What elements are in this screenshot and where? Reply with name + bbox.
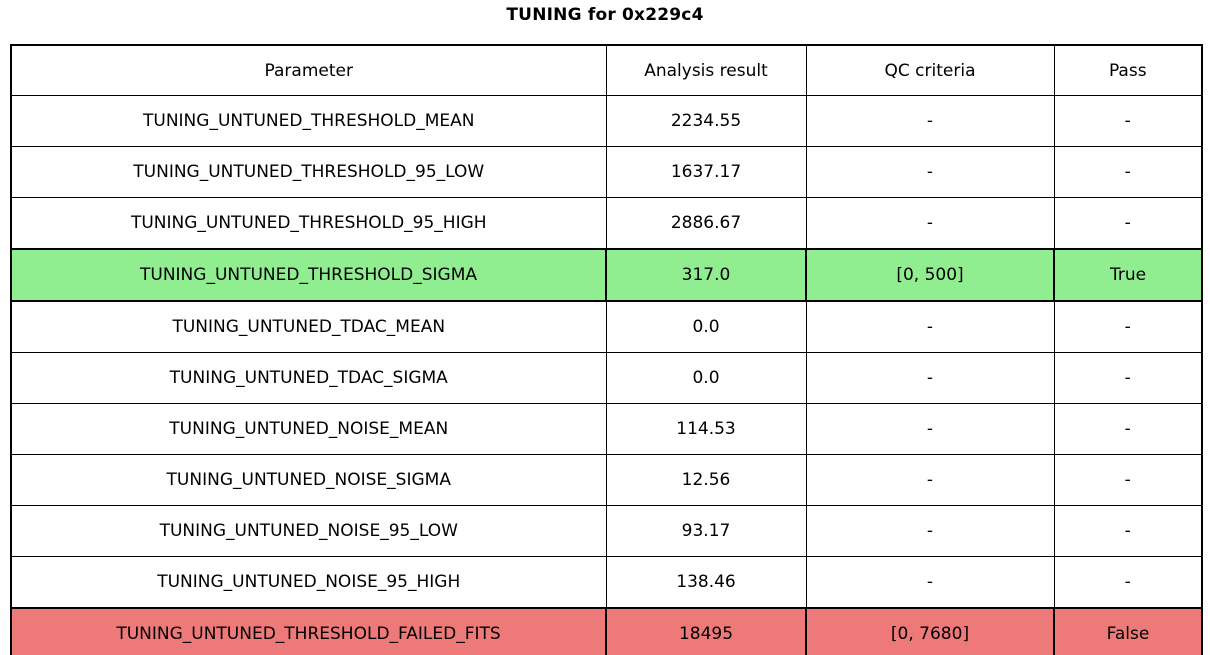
analysis-result-cell: 114.53 <box>605 403 807 455</box>
qc-criteria-cell: - <box>805 300 1055 353</box>
table-row: TUNING_UNTUNED_THRESHOLD_MEAN 2234.55 - … <box>10 95 1203 147</box>
qc-criteria-cell: - <box>805 146 1055 198</box>
pass-cell: - <box>1053 403 1203 455</box>
pass-cell: - <box>1053 556 1203 609</box>
table-row: TUNING_UNTUNED_NOISE_SIGMA 12.56 - - <box>10 454 1203 506</box>
pass-cell: - <box>1053 300 1203 353</box>
parameter-cell: TUNING_UNTUNED_TDAC_SIGMA <box>10 352 607 404</box>
parameter-cell: TUNING_UNTUNED_THRESHOLD_FAILED_FITS <box>10 607 607 655</box>
parameter-cell: TUNING_UNTUNED_TDAC_MEAN <box>10 300 607 353</box>
qc-criteria-cell: [0, 7680] <box>805 607 1055 655</box>
qc-criteria-cell: - <box>805 505 1055 557</box>
pass-cell: - <box>1053 505 1203 557</box>
parameter-cell: TUNING_UNTUNED_NOISE_95_HIGH <box>10 556 607 609</box>
table-row: TUNING_UNTUNED_NOISE_MEAN 114.53 - - <box>10 403 1203 455</box>
column-header-analysis-result: Analysis result <box>605 44 807 96</box>
analysis-result-cell: 0.0 <box>605 300 807 353</box>
pass-cell: - <box>1053 454 1203 506</box>
parameter-cell: TUNING_UNTUNED_THRESHOLD_MEAN <box>10 95 607 147</box>
qc-results-table: Parameter Analysis result QC criteria Pa… <box>10 44 1203 655</box>
qc-criteria-cell: - <box>805 454 1055 506</box>
analysis-result-cell: 138.46 <box>605 556 807 609</box>
pass-cell: - <box>1053 352 1203 404</box>
pass-cell: - <box>1053 197 1203 250</box>
analysis-result-cell: 12.56 <box>605 454 807 506</box>
table-row-pass-highlight: TUNING_UNTUNED_THRESHOLD_SIGMA 317.0 [0,… <box>10 248 1203 302</box>
table-row-fail-highlight: TUNING_UNTUNED_THRESHOLD_FAILED_FITS 184… <box>10 607 1203 655</box>
table-row: TUNING_UNTUNED_TDAC_SIGMA 0.0 - - <box>10 352 1203 404</box>
parameter-cell: TUNING_UNTUNED_NOISE_95_LOW <box>10 505 607 557</box>
pass-cell: True <box>1053 248 1203 302</box>
parameter-cell: TUNING_UNTUNED_THRESHOLD_95_LOW <box>10 146 607 198</box>
analysis-result-cell: 0.0 <box>605 352 807 404</box>
analysis-result-cell: 317.0 <box>605 248 807 302</box>
qc-criteria-cell: [0, 500] <box>805 248 1055 302</box>
column-header-pass: Pass <box>1053 44 1203 96</box>
parameter-cell: TUNING_UNTUNED_THRESHOLD_SIGMA <box>10 248 607 302</box>
analysis-result-cell: 2234.55 <box>605 95 807 147</box>
analysis-result-cell: 18495 <box>605 607 807 655</box>
qc-criteria-cell: - <box>805 197 1055 250</box>
table-row: TUNING_UNTUNED_TDAC_MEAN 0.0 - - <box>10 300 1203 353</box>
table-row: TUNING_UNTUNED_THRESHOLD_95_LOW 1637.17 … <box>10 146 1203 198</box>
column-header-qc-criteria: QC criteria <box>805 44 1055 96</box>
parameter-cell: TUNING_UNTUNED_NOISE_SIGMA <box>10 454 607 506</box>
parameter-cell: TUNING_UNTUNED_NOISE_MEAN <box>10 403 607 455</box>
qc-criteria-cell: - <box>805 352 1055 404</box>
qc-criteria-cell: - <box>805 95 1055 147</box>
analysis-result-cell: 1637.17 <box>605 146 807 198</box>
analysis-result-cell: 93.17 <box>605 505 807 557</box>
column-header-parameter: Parameter <box>10 44 607 96</box>
table-row: TUNING_UNTUNED_THRESHOLD_95_HIGH 2886.67… <box>10 197 1203 250</box>
qc-criteria-cell: - <box>805 556 1055 609</box>
parameter-cell: TUNING_UNTUNED_THRESHOLD_95_HIGH <box>10 197 607 250</box>
analysis-result-cell: 2886.67 <box>605 197 807 250</box>
pass-cell: False <box>1053 607 1203 655</box>
table-row: TUNING_UNTUNED_NOISE_95_LOW 93.17 - - <box>10 505 1203 557</box>
pass-cell: - <box>1053 95 1203 147</box>
table-row: TUNING_UNTUNED_NOISE_95_HIGH 138.46 - - <box>10 556 1203 609</box>
qc-criteria-cell: - <box>805 403 1055 455</box>
pass-cell: - <box>1053 146 1203 198</box>
table-header-row: Parameter Analysis result QC criteria Pa… <box>10 44 1203 96</box>
page-title: TUNING for 0x229c4 <box>506 5 704 25</box>
